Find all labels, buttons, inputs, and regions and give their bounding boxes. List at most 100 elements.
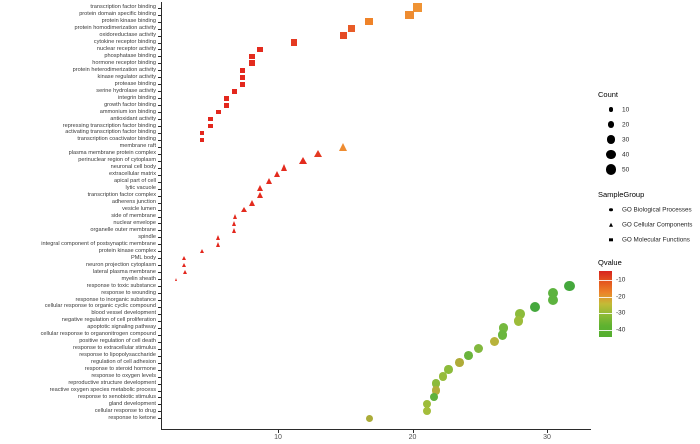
y-axis-label: neuron projection cytoplasm: [86, 261, 156, 268]
y-axis-label: vesicle lumen: [122, 206, 156, 213]
y-axis-tick: [158, 28, 161, 30]
y-axis-label: regulation of cell adhesion: [91, 359, 156, 366]
data-point-square: [348, 25, 356, 33]
x-axis-tick-label: 30: [543, 434, 551, 441]
legend-samplegroup-title: SampleGroup: [598, 190, 645, 199]
data-point-circle: [429, 393, 438, 402]
y-axis-tick: [158, 181, 161, 183]
y-axis-label: protein kinase binding: [101, 18, 156, 25]
y-axis-label: phosphatase binding: [104, 52, 156, 59]
data-point-triangle: [232, 213, 237, 219]
y-axis-tick: [158, 258, 161, 260]
data-point-square: [232, 88, 238, 94]
y-axis-tick: [158, 209, 161, 211]
legend-qvalue: Qvalue -10 -20 -30 -40: [598, 258, 625, 337]
y-axis-tick: [158, 146, 161, 148]
y-axis-tick: [158, 320, 161, 322]
y-axis-label: hormone receptor binding: [92, 59, 156, 66]
y-axis-tick: [158, 383, 161, 385]
data-point-circle: [548, 288, 559, 299]
data-point-circle: [422, 407, 431, 416]
y-axis-tick: [158, 369, 161, 371]
y-axis-label: cellular response to organonitrogen comp…: [40, 331, 156, 338]
y-axis-tick: [158, 132, 161, 134]
y-axis-tick: [158, 49, 161, 51]
data-point-triangle: [280, 164, 287, 172]
legend-count: Count 10 20 30 40 50: [598, 90, 629, 175]
y-axis-label: response to xenobiotic stimulus: [77, 393, 156, 400]
y-axis-tick: [158, 126, 161, 128]
data-point-square: [239, 67, 246, 74]
y-axis-tick: [158, 42, 161, 44]
y-axis-label: neuronal cell body: [110, 164, 156, 171]
y-axis-tick: [158, 202, 161, 204]
data-point-triangle: [266, 178, 272, 185]
y-axis-label: antioxidant activity: [110, 115, 156, 122]
y-axis-label: oxidoreductase activity: [99, 32, 156, 39]
y-axis-tick: [158, 119, 161, 121]
y-axis-label: response to oxygen levels: [91, 373, 156, 380]
y-axis-tick: [158, 174, 161, 176]
y-axis-label: response to lipopolysaccharide: [79, 352, 156, 359]
legend-samplegroup-item: GO Cellular Components: [598, 217, 698, 232]
y-axis-label: apoptotic signaling pathway: [87, 324, 156, 331]
y-axis-tick: [158, 390, 161, 392]
data-point-circle: [454, 358, 464, 367]
legend-samplegroup-item: GO Molecular Functions: [598, 232, 698, 247]
data-point-triangle: [339, 142, 348, 151]
legend-count-dot: [605, 164, 617, 175]
y-axis-tick: [158, 376, 161, 378]
data-point-triangle: [182, 262, 187, 267]
data-point-triangle: [240, 206, 247, 212]
y-axis-tick: [158, 327, 161, 329]
legend-count-title: Count: [598, 90, 619, 99]
data-point-triangle: [215, 234, 220, 240]
data-point-square: [224, 95, 230, 101]
y-axis-label: gland development: [108, 400, 156, 407]
y-axis-tick: [158, 265, 161, 267]
y-axis-label: transcription factor complex: [87, 192, 156, 199]
y-axis-label: protein heterodimerization activity: [72, 66, 156, 73]
y-axis-tick: [158, 98, 161, 100]
legend-samplegroup-label: GO Cellular Components: [622, 221, 693, 228]
y-axis-tick: [158, 313, 161, 315]
y-axis-label: adherens junction: [111, 199, 156, 206]
y-axis-label: response to wounding: [101, 289, 156, 296]
y-axis-label: protein kinase complex: [98, 247, 156, 254]
legend-samplegroup-item: GO Biological Processes: [598, 202, 698, 217]
data-point-circle: [514, 309, 525, 319]
data-point-circle: [473, 344, 483, 354]
legend-count-item: 20: [598, 117, 698, 132]
data-point-triangle: [182, 270, 187, 275]
legend-count-dot: [607, 121, 615, 128]
y-axis-tick: [158, 56, 161, 58]
y-axis-tick: [158, 105, 161, 107]
data-point-square: [239, 81, 246, 87]
y-axis-tick: [158, 286, 161, 288]
y-axis-label: ammonium ion binding: [99, 108, 156, 115]
data-point-square: [208, 116, 213, 122]
qvalue-colorbar: [599, 271, 612, 337]
data-point-circle: [529, 301, 540, 312]
y-axis-tick: [158, 216, 161, 218]
y-axis-label: serine hydrolase activity: [96, 87, 156, 94]
legend-count-label: 20: [622, 121, 630, 128]
qvalue-tick: [599, 329, 612, 331]
data-point-circle: [497, 330, 507, 340]
y-axis-tick: [158, 272, 161, 274]
legend-count-item: 50: [598, 162, 698, 177]
y-axis-label: response to ketone: [108, 414, 156, 421]
y-axis-tick: [158, 334, 161, 336]
y-axis-tick: [158, 300, 161, 302]
data-point-square: [290, 39, 298, 46]
y-axis-tick: [158, 153, 161, 155]
y-axis-label: extracellular matrix: [109, 171, 156, 178]
data-point-square: [208, 123, 213, 129]
data-point-circle: [438, 372, 448, 381]
y-axis-label: integrin binding: [118, 94, 156, 101]
x-axis-tick-label: 20: [408, 434, 417, 441]
y-axis-tick: [158, 279, 161, 281]
qvalue-tick-label: -10: [616, 276, 626, 284]
y-axis-tick: [158, 35, 161, 37]
y-axis-label: lateral plasma membrane: [92, 268, 156, 275]
